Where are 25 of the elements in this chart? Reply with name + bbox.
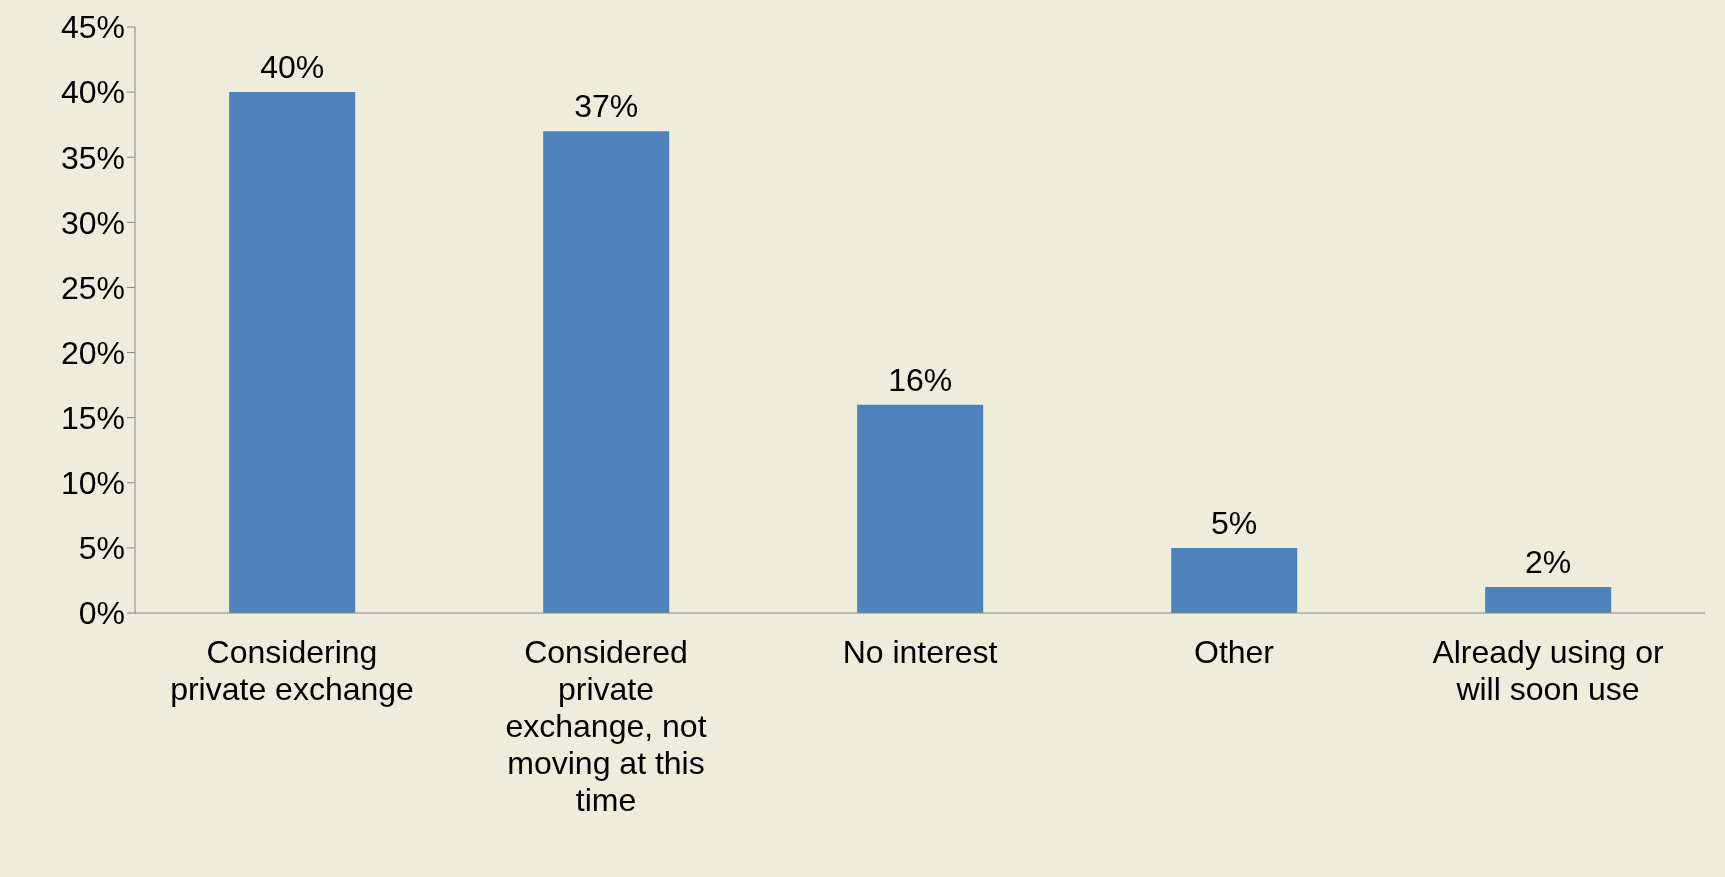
x-tick-label: No interest: [842, 634, 998, 670]
bar: [1171, 547, 1298, 613]
bar: [1485, 586, 1612, 613]
bar: [857, 404, 984, 613]
y-tick-label: 20%: [60, 334, 125, 371]
y-tick-label: 10%: [60, 465, 125, 502]
y-tick-label: 15%: [60, 400, 125, 437]
y-tick-label: 30%: [60, 204, 125, 241]
y-tick-label: 0%: [78, 595, 125, 632]
data-label: 37%: [574, 88, 639, 125]
x-tick-label: Considering private exchange: [170, 634, 414, 707]
data-label: 5%: [1211, 504, 1258, 541]
y-tick-label: 45%: [60, 9, 125, 46]
x-tick-label: Other: [1193, 634, 1275, 670]
y-tick-label: 35%: [60, 139, 125, 176]
x-tick-label: Already using or will soon use: [1432, 634, 1664, 707]
bar: [229, 92, 356, 613]
data-label: 2%: [1525, 543, 1572, 580]
data-label: 16%: [888, 361, 953, 398]
x-tick-label: Considered private exchange, not moving at this time: [505, 634, 707, 818]
data-label: 40%: [260, 49, 325, 86]
y-tick-label: 5%: [78, 530, 125, 567]
y-tick-label: 25%: [60, 269, 125, 306]
y-tick-label: 40%: [60, 74, 125, 111]
bar: [543, 131, 670, 613]
